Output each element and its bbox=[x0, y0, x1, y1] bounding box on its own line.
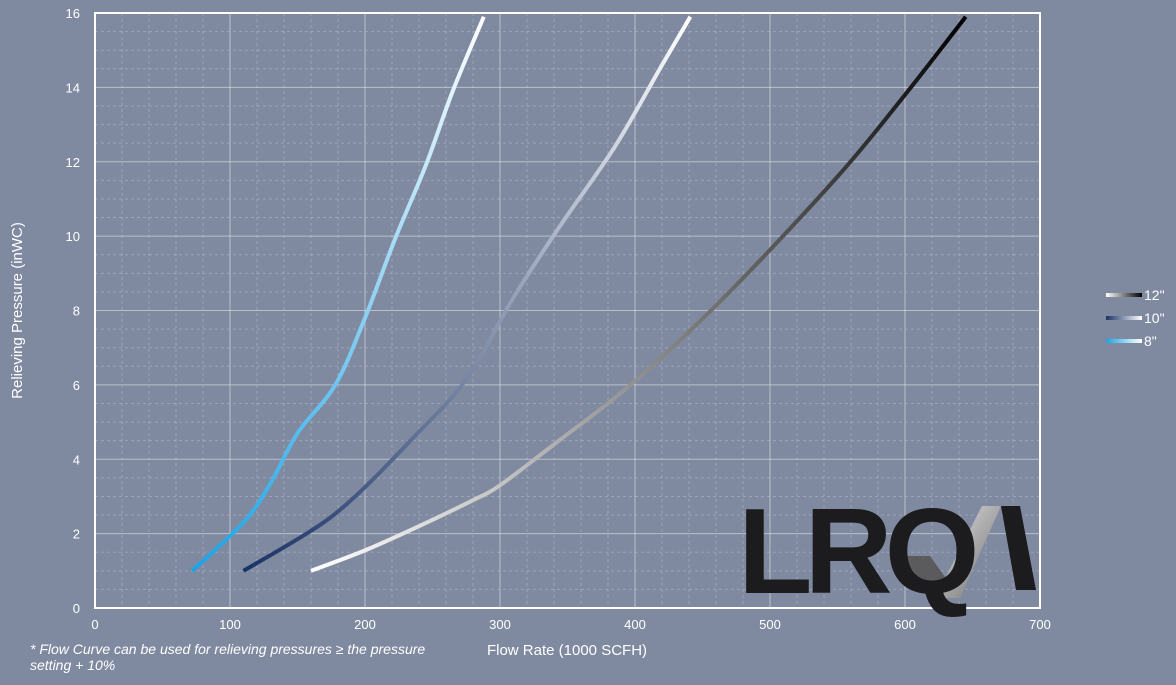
x-tick-label: 400 bbox=[624, 617, 646, 632]
x-tick-labels: 0 100 200 300 400 500 600 700 bbox=[91, 617, 1050, 632]
legend-item-12: 12" bbox=[1106, 283, 1176, 306]
series-layer bbox=[190, 15, 968, 573]
legend-swatch-8 bbox=[1106, 338, 1142, 343]
y-tick-label: 14 bbox=[66, 80, 80, 95]
y-tick-labels: 0 2 4 6 8 10 12 14 16 bbox=[66, 6, 80, 616]
legend-swatch-12 bbox=[1106, 292, 1142, 297]
series-line-12in bbox=[310, 15, 968, 573]
y-tick-label: 2 bbox=[73, 527, 80, 542]
x-tick-label: 200 bbox=[354, 617, 376, 632]
legend-item-8: 8" bbox=[1106, 329, 1176, 352]
x-tick-label: 100 bbox=[219, 617, 241, 632]
y-tick-label: 6 bbox=[73, 378, 80, 393]
x-tick-label: 700 bbox=[1029, 617, 1051, 632]
y-tick-label: 8 bbox=[73, 304, 80, 319]
x-tick-label: 600 bbox=[894, 617, 916, 632]
plot-frame bbox=[94, 12, 1041, 609]
y-tick-label: 12 bbox=[66, 155, 80, 170]
y-axis-title: Relieving Pressure (inWC) bbox=[9, 222, 26, 399]
logo-mark bbox=[902, 506, 1036, 598]
series-line-8in bbox=[190, 15, 486, 573]
logo-lettering: LRQ bbox=[738, 483, 980, 619]
x-axis-title: Flow Rate (1000 SCFH) bbox=[487, 642, 647, 659]
legend-label-8: 8" bbox=[1144, 332, 1157, 349]
legend-label-12: 12" bbox=[1144, 286, 1165, 303]
footnote: * Flow Curve can be used for relieving p… bbox=[30, 641, 426, 673]
x-tick-label: 500 bbox=[759, 617, 781, 632]
x-tick-label: 300 bbox=[489, 617, 511, 632]
y-tick-label: 16 bbox=[66, 6, 80, 21]
logo-chevron-right bbox=[935, 506, 1001, 598]
y-tick-label: 0 bbox=[73, 601, 80, 616]
legend-label-10: 10" bbox=[1144, 309, 1165, 326]
legend-swatch-10 bbox=[1106, 315, 1142, 320]
y-tick-label: 4 bbox=[73, 452, 80, 467]
y-tick-label: 10 bbox=[66, 229, 80, 244]
x-tick-label: 0 bbox=[91, 617, 98, 632]
series-line-10in bbox=[242, 15, 693, 573]
legend-item-10: 10" bbox=[1106, 306, 1176, 329]
legend: 12" 10" 8" bbox=[1106, 283, 1176, 352]
chart-grid bbox=[94, 12, 1041, 609]
logo-a-leg bbox=[1001, 506, 1036, 590]
